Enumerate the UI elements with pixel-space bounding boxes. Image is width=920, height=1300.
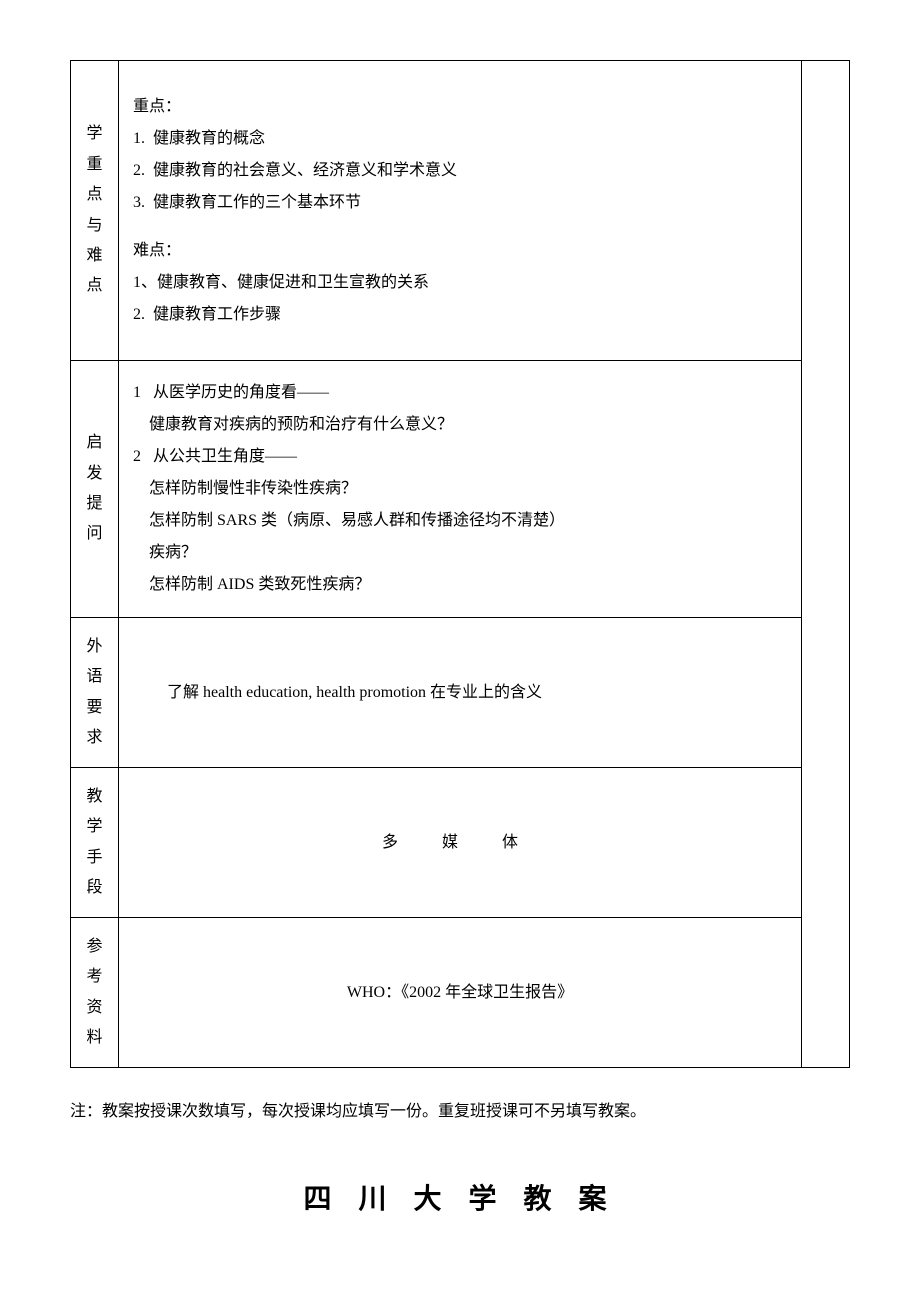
row5-label-cell: 参考资料 bbox=[71, 918, 119, 1068]
footer-note: 注：教案按授课次数填写，每次授课均应填写一份。重复班授课可不另填写教案。 bbox=[70, 1098, 850, 1127]
row5-content-cell: WHO：《2002 年全球卫生报告》 bbox=[119, 918, 802, 1068]
row2-content-cell: 1 从医学历史的角度看—— 健康教育对疾病的预防和治疗有什么意义？ 2 从公共卫… bbox=[119, 361, 802, 618]
row1-content-cell: 重点： 1. 健康教育的概念 2. 健康教育的社会意义、经济意义和学术意义 3.… bbox=[119, 61, 802, 361]
row1-items1: 1. 健康教育的概念 2. 健康教育的社会意义、经济意义和学术意义 3. 健康教… bbox=[133, 123, 787, 219]
row1-heading1: 重点： bbox=[133, 91, 787, 123]
lesson-plan-table: 学重点与难点 重点： 1. 健康教育的概念 2. 健康教育的社会意义、经济意义和… bbox=[70, 60, 850, 1068]
row1-heading2: 难点： bbox=[133, 235, 787, 267]
page-title: 四 川 大 学 教 案 bbox=[70, 1177, 850, 1217]
row4-label: 教学手段 bbox=[77, 782, 112, 904]
row5-content: WHO：《2002 年全球卫生报告》 bbox=[347, 984, 573, 1001]
row3-content: 了解 health education, health promotion 在专… bbox=[133, 677, 787, 709]
row1-label: 学重点与难点 bbox=[77, 119, 112, 301]
right-empty-cell bbox=[802, 61, 850, 1068]
row4-label-cell: 教学手段 bbox=[71, 768, 119, 918]
row4-content-cell: 多 媒 体 bbox=[119, 768, 802, 918]
row1-label-cell: 学重点与难点 bbox=[71, 61, 119, 361]
row3-label: 外语要求 bbox=[77, 632, 112, 754]
row2-label: 启发提问 bbox=[77, 428, 112, 550]
row3-content-cell: 了解 health education, health promotion 在专… bbox=[119, 618, 802, 768]
row4-content: 多 媒 体 bbox=[382, 834, 538, 851]
row5-label: 参考资料 bbox=[77, 932, 112, 1054]
row2-content: 1 从医学历史的角度看—— 健康教育对疾病的预防和治疗有什么意义？ 2 从公共卫… bbox=[133, 377, 787, 601]
row3-label-cell: 外语要求 bbox=[71, 618, 119, 768]
row2-label-cell: 启发提问 bbox=[71, 361, 119, 618]
row1-items2: 1、健康教育、健康促进和卫生宣教的关系 2. 健康教育工作步骤 bbox=[133, 267, 787, 331]
